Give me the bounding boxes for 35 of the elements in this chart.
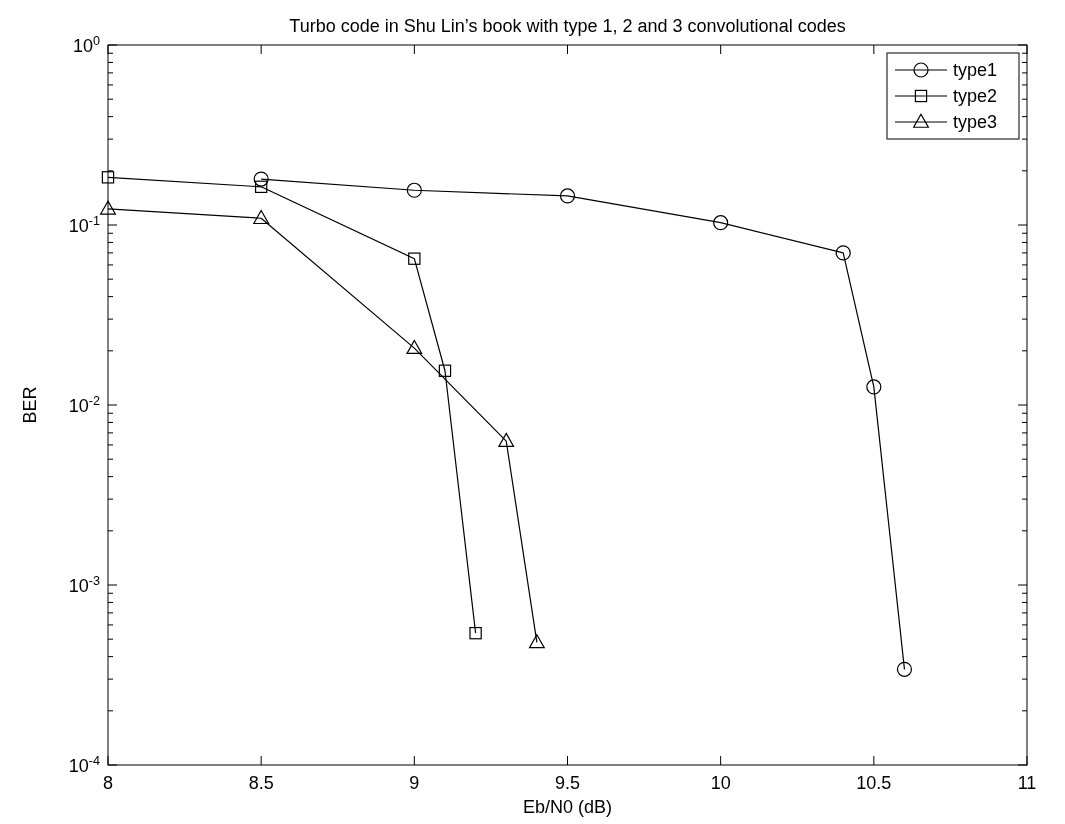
x-tick-label: 8.5 — [248, 773, 274, 793]
point — [713, 215, 729, 231]
x-tick-label: 9 — [409, 773, 420, 793]
y-axis-title: BER — [20, 386, 40, 424]
point — [528, 634, 545, 649]
point — [469, 626, 482, 640]
point — [408, 252, 421, 265]
point — [896, 661, 913, 677]
legend-label: type2 — [953, 86, 998, 106]
x-tick-label: 10 — [710, 773, 731, 793]
x-axis-title: Eb/N0 (dB) — [522, 797, 613, 817]
y-tick-label: 10$^{0}$ — [72, 34, 100, 56]
x-tick-label: 8 — [102, 773, 114, 793]
point — [253, 171, 269, 187]
y-tick-label: 10$^{-1}$ — [68, 214, 100, 236]
point — [406, 182, 422, 198]
point — [253, 209, 270, 225]
y-tick-label: 10$^{-2}$ — [68, 394, 100, 416]
point — [438, 364, 452, 377]
point — [866, 379, 882, 395]
legend-label: type1 — [953, 60, 998, 80]
point — [100, 200, 116, 215]
x-tick-label: 11 — [1017, 773, 1037, 793]
y-tick-label: 10$^{-4}$ — [68, 754, 100, 776]
point — [559, 188, 576, 204]
legend-label: type3 — [953, 112, 998, 132]
point — [254, 180, 268, 194]
point — [835, 245, 851, 261]
point — [498, 432, 515, 447]
point — [406, 339, 423, 354]
y-tick-label: 10$^{-3}$ — [68, 574, 100, 596]
x-tick-label: 9.5 — [554, 773, 581, 793]
point — [101, 171, 115, 184]
chart-title: Turbo code in Shu Lin’s book with type 1, 2 and 3 convolutional codes — [289, 16, 846, 36]
x-tick-label: 10.5 — [856, 773, 892, 793]
